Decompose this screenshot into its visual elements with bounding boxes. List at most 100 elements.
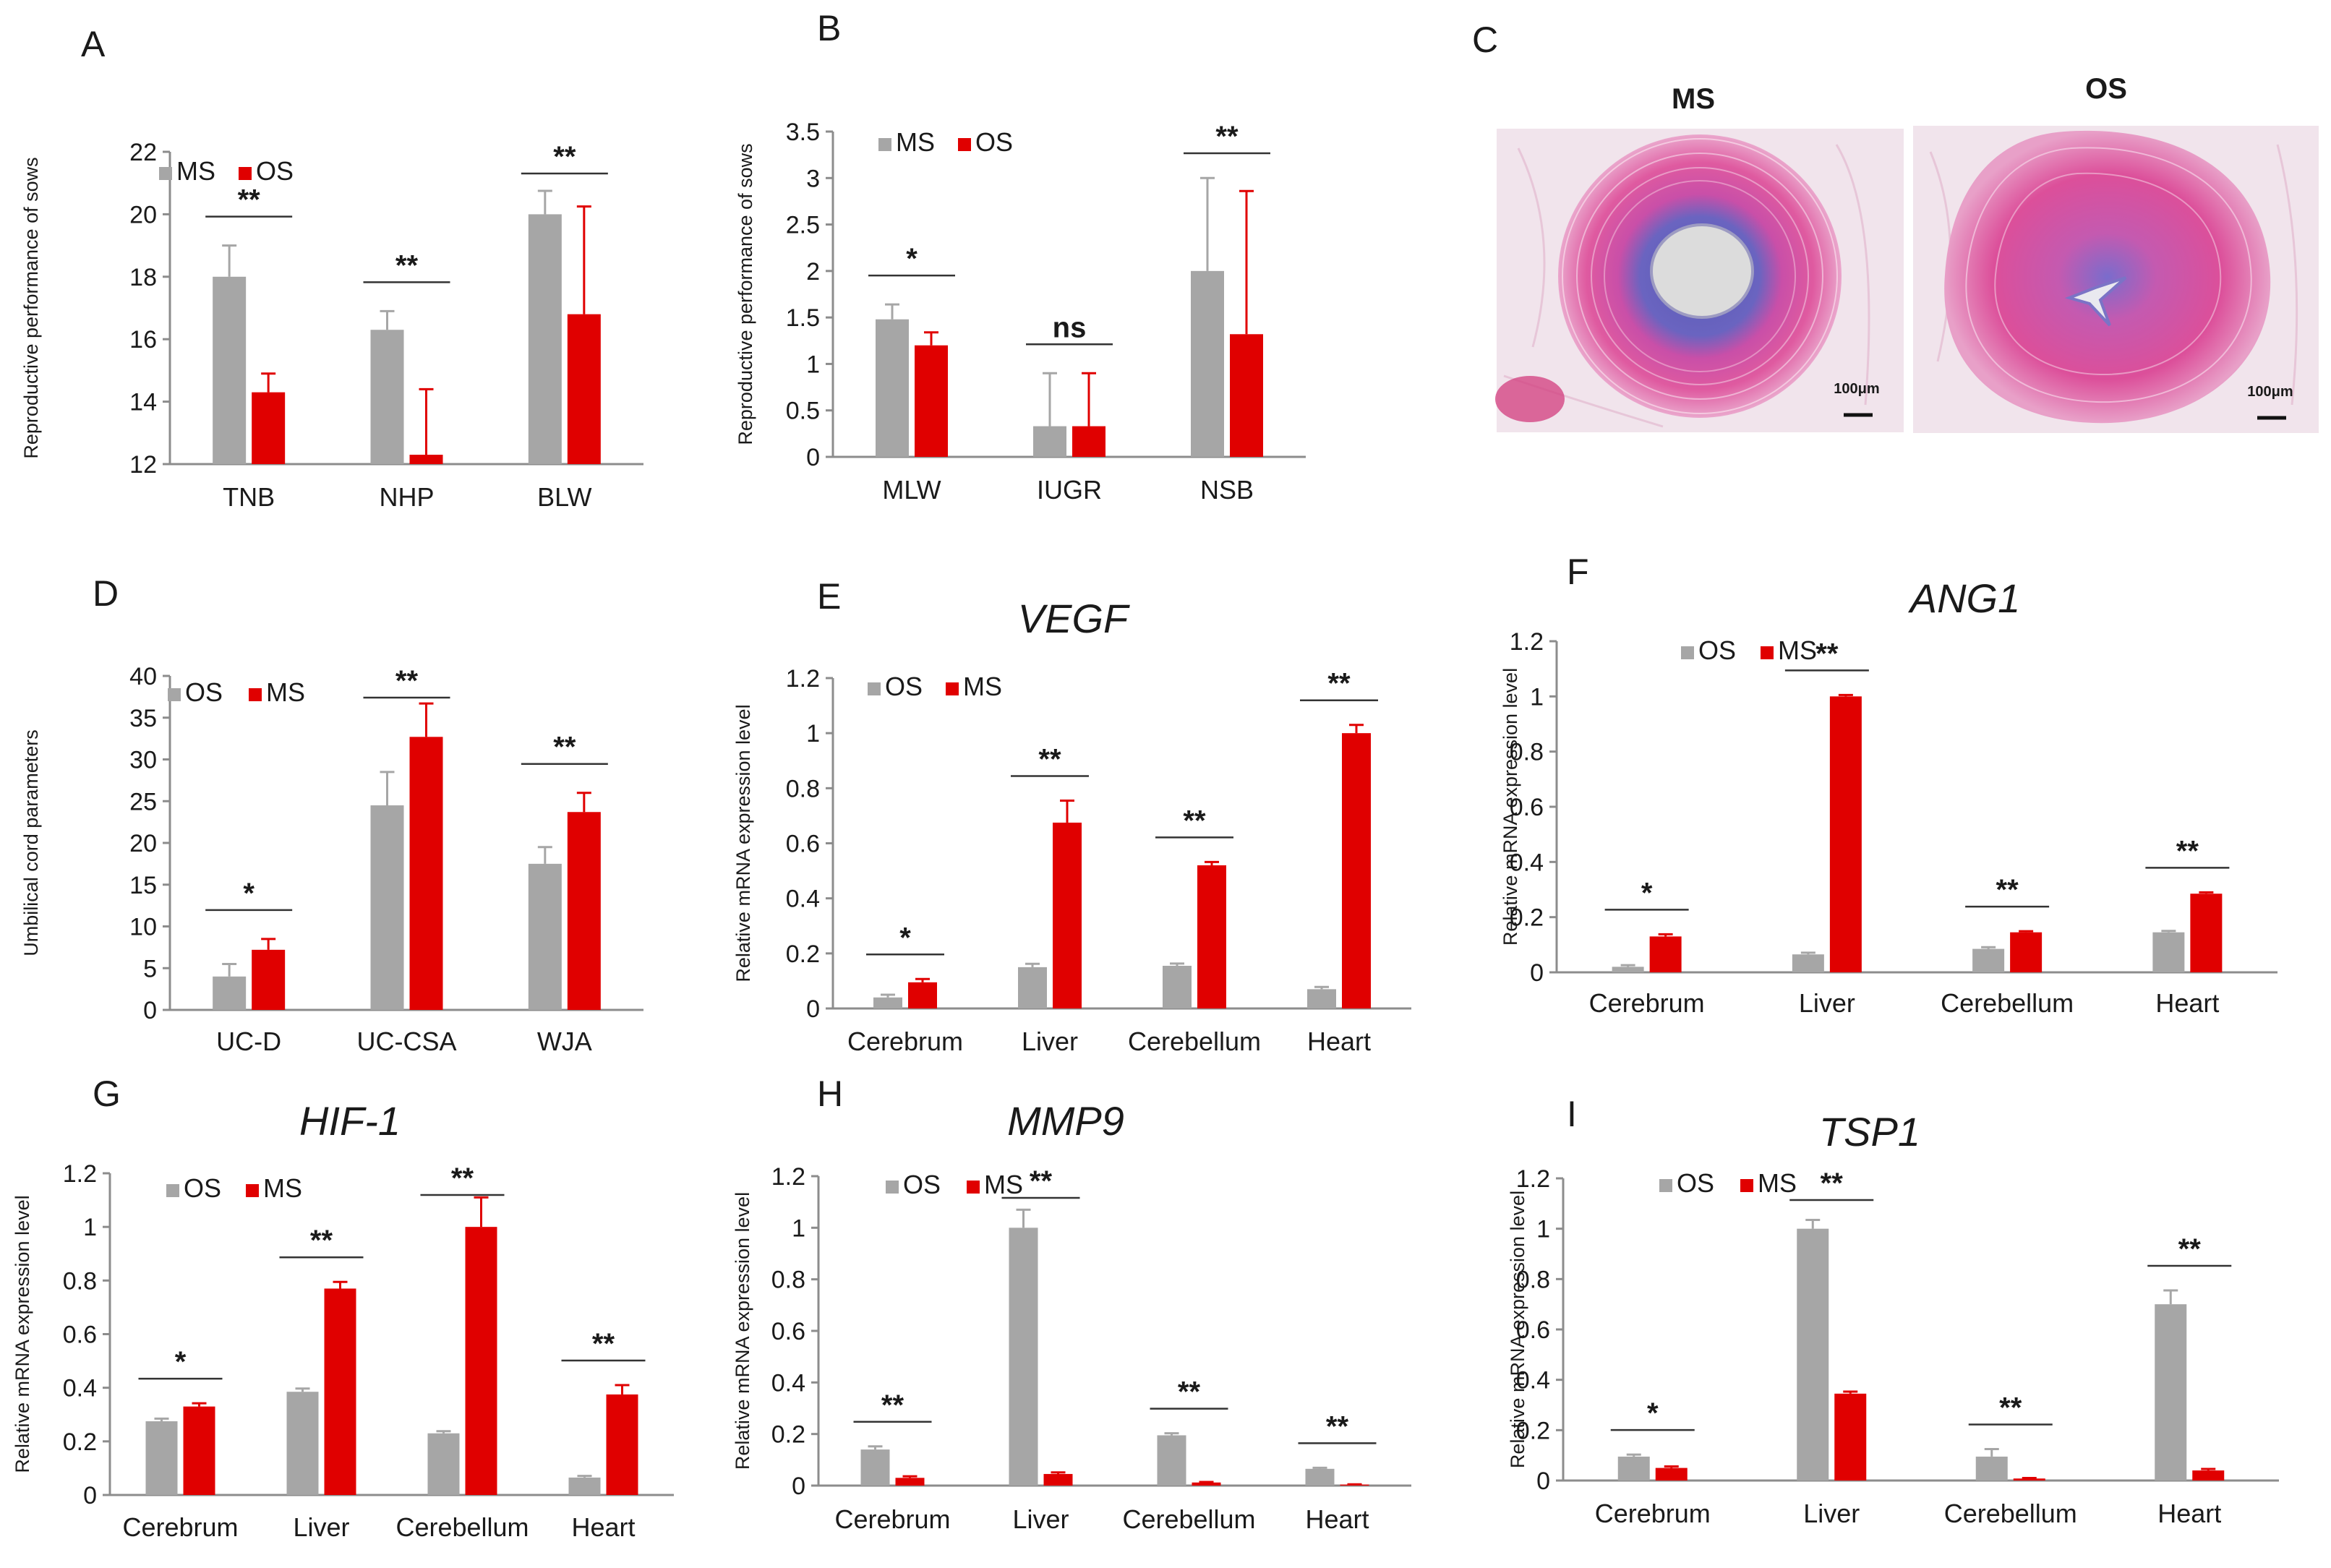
panel-letter-f: F bbox=[1567, 552, 1589, 592]
scale-bar-label-ms: 100μm bbox=[1834, 381, 1879, 397]
significance-label: ** bbox=[1178, 1376, 1201, 1408]
significance-label: ** bbox=[1996, 874, 2019, 906]
bar-ms-heart bbox=[2192, 1470, 2225, 1481]
y-tick-label: 0.2 bbox=[1516, 1417, 1550, 1444]
x-category-label: TNB bbox=[223, 482, 275, 512]
significance-label: ** bbox=[1815, 638, 1839, 669]
x-category-label: Liver bbox=[1803, 1499, 1860, 1528]
significance-label: ** bbox=[592, 1328, 615, 1360]
significance-label: * bbox=[175, 1346, 187, 1378]
y-axis-label: Umbilical cord parameters bbox=[20, 729, 42, 956]
bar-ms-cerebellum bbox=[1192, 1482, 1221, 1486]
y-tick-label: 5 bbox=[143, 955, 157, 982]
y-tick-label: 1.5 bbox=[786, 304, 820, 332]
panel-letter-e: E bbox=[817, 576, 841, 617]
y-tick-label: 0.5 bbox=[786, 398, 820, 425]
bar-os-heart bbox=[1305, 1468, 1335, 1486]
bar-ms-cerebellum bbox=[465, 1227, 497, 1495]
y-tick-label: 20 bbox=[129, 201, 157, 228]
bar-ms-liver bbox=[1829, 696, 1862, 972]
bar-os-liver bbox=[1797, 1228, 1829, 1481]
x-category-label: Liver bbox=[1012, 1504, 1069, 1534]
bar-os-heart bbox=[568, 1477, 601, 1495]
panel-letter-g: G bbox=[93, 1074, 121, 1114]
y-tick-label: 0.6 bbox=[786, 831, 820, 858]
x-category-label: Heart bbox=[571, 1512, 635, 1542]
legend-label-os: OS bbox=[185, 677, 223, 707]
significance-label: ** bbox=[451, 1162, 474, 1194]
panel-letter-h: H bbox=[817, 1074, 843, 1114]
x-category-label: Cerebellum bbox=[1944, 1499, 2077, 1528]
legend-swatch-ms bbox=[1761, 646, 1774, 659]
x-category-label: Heart bbox=[2157, 1499, 2221, 1528]
histology-title-ms: MS bbox=[1672, 83, 1715, 115]
x-category-label: Cerebrum bbox=[834, 1504, 950, 1534]
bar-ms-cerebrum bbox=[895, 1478, 925, 1486]
bar-os-cerebellum bbox=[1972, 948, 2005, 972]
bar-os-iugr bbox=[1072, 426, 1105, 457]
significance-label: ** bbox=[1215, 121, 1239, 153]
y-tick-label: 0.6 bbox=[771, 1318, 805, 1345]
bar-ms-heart bbox=[1342, 733, 1371, 1008]
legend-label-os: OS bbox=[885, 672, 923, 701]
bar-os-cerebrum bbox=[1617, 1456, 1650, 1481]
bar-os-wja bbox=[528, 863, 562, 1010]
bar-ms-tnb bbox=[213, 276, 247, 464]
y-tick-label: 1.2 bbox=[771, 1163, 805, 1191]
legend-swatch-ms bbox=[946, 682, 959, 695]
x-category-label: Cerebrum bbox=[1589, 988, 1705, 1018]
chart-title: HIF-1 bbox=[299, 1098, 401, 1144]
significance-label: ** bbox=[1030, 1165, 1053, 1197]
y-tick-label: 35 bbox=[129, 705, 157, 732]
bar-os-nsb bbox=[1230, 334, 1263, 457]
x-category-label: WJA bbox=[537, 1027, 592, 1056]
panel-letter-i: I bbox=[1567, 1094, 1577, 1134]
panel-letter-c: C bbox=[1472, 20, 1498, 60]
bar-ms-nsb bbox=[1191, 270, 1224, 457]
bar-ms-mlw bbox=[876, 319, 909, 457]
legend-swatch-ms bbox=[878, 138, 891, 151]
x-category-label: MLW bbox=[882, 475, 941, 505]
y-tick-label: 0.6 bbox=[1510, 794, 1544, 821]
significance-label: ** bbox=[881, 1389, 904, 1421]
significance-label: * bbox=[906, 243, 918, 275]
y-tick-label: 0.4 bbox=[1510, 849, 1544, 876]
legend-swatch-os bbox=[239, 167, 252, 180]
y-tick-label: 12 bbox=[129, 451, 157, 479]
y-tick-label: 0.4 bbox=[63, 1375, 97, 1402]
significance-label: ** bbox=[310, 1225, 333, 1256]
bar-os-cerebellum bbox=[1975, 1456, 2008, 1481]
legend-label-os: OS bbox=[1698, 635, 1736, 665]
bar-ms-uc-d bbox=[252, 949, 286, 1010]
significance-label: ** bbox=[2178, 1233, 2202, 1265]
significance-label: ** bbox=[1183, 805, 1206, 836]
y-tick-label: 14 bbox=[129, 389, 157, 416]
y-tick-label: 1.2 bbox=[1516, 1165, 1550, 1193]
y-tick-label: 1.2 bbox=[786, 665, 820, 693]
x-category-label: Cerebrum bbox=[847, 1027, 963, 1056]
chart-panel-d: D Umbilical cord parameters 0 5 10 15 20 25 30 35… bbox=[20, 573, 643, 1056]
y-tick-label: 1 bbox=[792, 1214, 805, 1242]
y-tick-label: 10 bbox=[129, 914, 157, 941]
chart-title: ANG1 bbox=[1908, 575, 2021, 621]
x-category-label: Cerebrum bbox=[122, 1512, 238, 1542]
bar-ms-liver bbox=[324, 1288, 356, 1495]
significance-label: ** bbox=[395, 665, 419, 697]
y-axis-label: Reproductive performance of sows bbox=[735, 143, 756, 445]
y-tick-label: 3.5 bbox=[786, 119, 820, 146]
legend-swatch-ms bbox=[1740, 1179, 1753, 1192]
chart-title: TSP1 bbox=[1819, 1109, 1920, 1154]
y-axis-label: Relative mRNA expression level bbox=[1500, 668, 1521, 946]
y-tick-label: 30 bbox=[129, 747, 157, 774]
bar-ms-cerebrum bbox=[183, 1406, 215, 1495]
panel-c-histology: C MS 100μm OS 100μm bbox=[1472, 20, 2319, 433]
legend-swatch-ms bbox=[967, 1181, 980, 1194]
y-tick-label: 0.2 bbox=[63, 1428, 97, 1456]
significance-label: ** bbox=[553, 141, 576, 173]
y-tick-label: 16 bbox=[129, 326, 157, 354]
x-category-label: Cerebellum bbox=[1128, 1027, 1261, 1056]
bar-os-cerebrum bbox=[1612, 967, 1644, 972]
y-tick-label: 0 bbox=[806, 995, 820, 1023]
bar-ms-cerebrum bbox=[1649, 936, 1682, 972]
